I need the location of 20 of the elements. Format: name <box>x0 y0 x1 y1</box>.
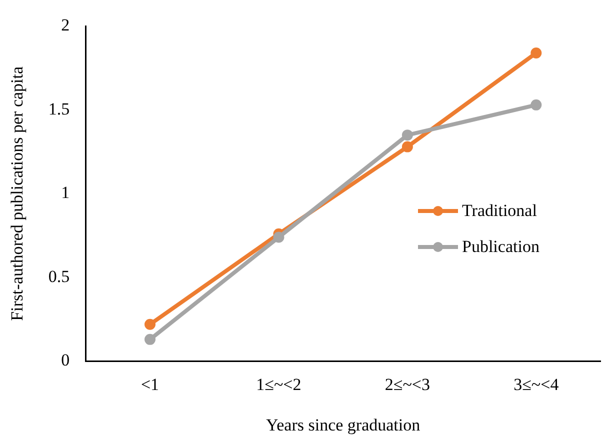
point <box>402 130 413 141</box>
point <box>273 232 284 243</box>
x-tick-label: <1 <box>140 374 160 394</box>
point <box>530 48 542 58</box>
x-tick-label: 1≤~<2 <box>256 374 302 394</box>
legend-label: Publication <box>462 237 540 257</box>
y-tick-label: 0 <box>61 350 70 370</box>
y-tick-label: 1.5 <box>48 99 70 118</box>
point <box>530 99 542 110</box>
x-tick-label: 3≤~<4 <box>514 374 560 394</box>
x-axis-title: Years since graduation <box>266 415 421 434</box>
point <box>144 334 156 345</box>
y-tick-label: 1 <box>61 183 70 202</box>
x-tick-label: 2≤~<3 <box>384 374 430 394</box>
legend-label: Traditional <box>462 201 537 221</box>
y-tick-label: 2 <box>61 16 70 35</box>
point <box>144 318 156 330</box>
y-tick-label: 0.5 <box>48 266 70 286</box>
point <box>402 141 413 152</box>
y-axis-title: First-authored publications per capita <box>8 66 27 321</box>
